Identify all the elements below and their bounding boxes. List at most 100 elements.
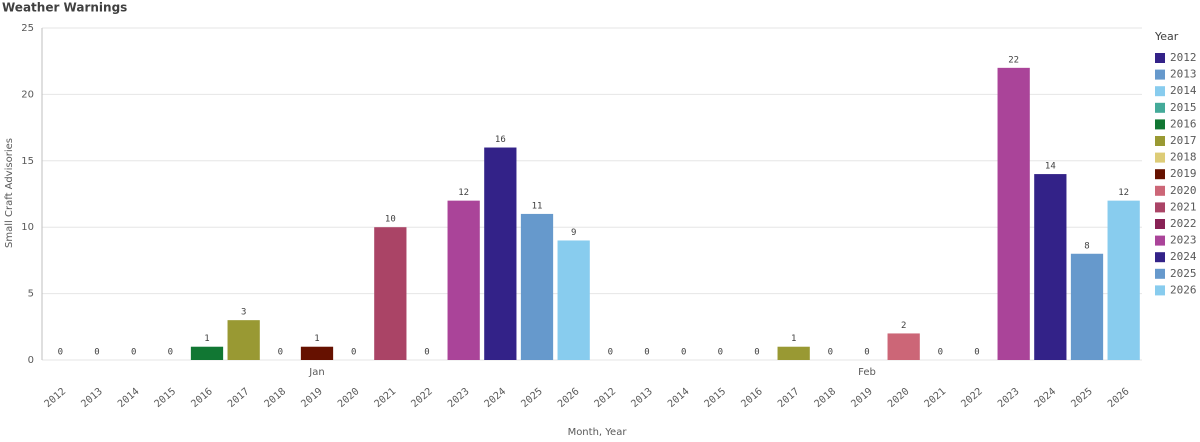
legend-title: Year	[1154, 30, 1179, 43]
value-label: 1	[791, 334, 796, 344]
x-tick-label: 2016	[739, 386, 765, 410]
legend-swatch	[1155, 69, 1165, 80]
value-label: 0	[278, 348, 283, 358]
x-tick-label: 2024	[1033, 386, 1059, 410]
y-tick-label: 15	[21, 156, 34, 167]
legend-label: 2026	[1170, 283, 1197, 296]
x-tick-label: 2014	[116, 386, 142, 410]
legend-swatch	[1155, 169, 1165, 180]
value-label: 1	[204, 334, 209, 344]
value-label: 0	[424, 348, 429, 358]
y-tick-label: 20	[21, 89, 34, 100]
legend-label: 2020	[1170, 184, 1197, 197]
value-label: 0	[864, 348, 869, 358]
x-tick-label: 2015	[153, 386, 179, 410]
x-category-label: Feb	[858, 367, 876, 378]
legend-label: 2022	[1170, 217, 1197, 230]
bar	[520, 213, 554, 360]
legend-label: 2024	[1170, 250, 1197, 263]
value-label: 0	[754, 348, 759, 358]
bar	[997, 67, 1030, 360]
value-label: 22	[1008, 55, 1019, 65]
value-label: 14	[1045, 162, 1056, 172]
legend-label: 2014	[1170, 84, 1197, 97]
legend-swatch	[1155, 235, 1165, 246]
legend-swatch	[1155, 152, 1165, 163]
legend-label: 2015	[1170, 101, 1197, 114]
x-tick-label: 2018	[263, 386, 289, 410]
value-label: 8	[1084, 241, 1089, 251]
x-tick-label: 2015	[703, 386, 729, 410]
legend-swatch	[1155, 53, 1165, 63]
legend-label: 2025	[1170, 267, 1197, 280]
x-tick-label: 2025	[519, 386, 545, 410]
value-label: 0	[828, 348, 833, 358]
value-label: 0	[58, 348, 63, 358]
value-label: 0	[94, 348, 99, 358]
x-tick-label: 2021	[923, 386, 949, 410]
value-label: 12	[1118, 188, 1129, 198]
x-tick-label: 2017	[776, 386, 802, 410]
legend-label: 2021	[1170, 200, 1197, 213]
legend-label: 2013	[1170, 68, 1197, 81]
bar	[447, 200, 480, 360]
y-axis-title: Small Craft Advisories	[4, 138, 15, 248]
value-label: 0	[974, 348, 979, 358]
x-tick-label: 2024	[483, 386, 509, 410]
chart-title: Weather Warnings	[2, 1, 127, 15]
value-label: 12	[458, 188, 469, 198]
legend-label: 2018	[1170, 151, 1197, 164]
value-label: 0	[131, 348, 136, 358]
value-label: 0	[351, 348, 356, 358]
value-label: 0	[168, 348, 173, 358]
x-category-label: Jan	[308, 367, 324, 378]
bar	[1034, 174, 1067, 360]
legend-swatch	[1155, 268, 1165, 279]
value-label: 10	[385, 215, 396, 225]
value-label: 16	[495, 135, 506, 145]
legend-swatch	[1155, 86, 1165, 97]
bar	[887, 333, 920, 360]
value-label: 2	[901, 321, 906, 331]
value-label: 0	[608, 348, 613, 358]
legend-swatch	[1155, 252, 1165, 263]
y-tick-label: 0	[28, 355, 34, 366]
legend-swatch	[1155, 119, 1165, 130]
x-tick-label: 2013	[79, 386, 105, 410]
value-label: 0	[681, 348, 686, 358]
value-label: 1	[314, 334, 319, 344]
x-tick-label: 2016	[189, 386, 215, 410]
legend-label: 2016	[1170, 117, 1197, 130]
legend-swatch	[1155, 185, 1165, 196]
x-tick-label: 2020	[336, 386, 362, 410]
bar	[374, 227, 407, 360]
legend-label: 2019	[1170, 167, 1197, 180]
x-tick-label: 2012	[593, 386, 619, 410]
x-tick-label: 2019	[849, 386, 875, 410]
legend-swatch	[1155, 202, 1165, 213]
bar	[227, 320, 260, 360]
x-tick-label: 2017	[226, 386, 252, 410]
legend-label: 2023	[1170, 234, 1197, 247]
x-tick-label: 2014	[666, 386, 692, 410]
x-tick-label: 2026	[1106, 386, 1132, 410]
x-tick-label: 2013	[629, 386, 655, 410]
x-tick-label: 2020	[886, 386, 912, 410]
bar	[1107, 200, 1140, 360]
x-tick-label: 2026	[556, 386, 582, 410]
x-tick-label: 2018	[813, 386, 839, 410]
x-axis-title: Month, Year	[568, 427, 628, 438]
x-tick-label: 2023	[446, 386, 472, 410]
legend-swatch	[1155, 102, 1165, 113]
x-tick-label: 2022	[959, 386, 985, 410]
value-label: 9	[571, 228, 576, 238]
x-tick-label: 2022	[409, 386, 435, 410]
y-tick-label: 10	[21, 222, 34, 233]
x-tick-label: 2021	[373, 386, 399, 410]
bar	[557, 240, 590, 360]
bar	[777, 346, 810, 360]
legend-label: 2017	[1170, 134, 1197, 147]
legend-swatch	[1155, 219, 1165, 229]
